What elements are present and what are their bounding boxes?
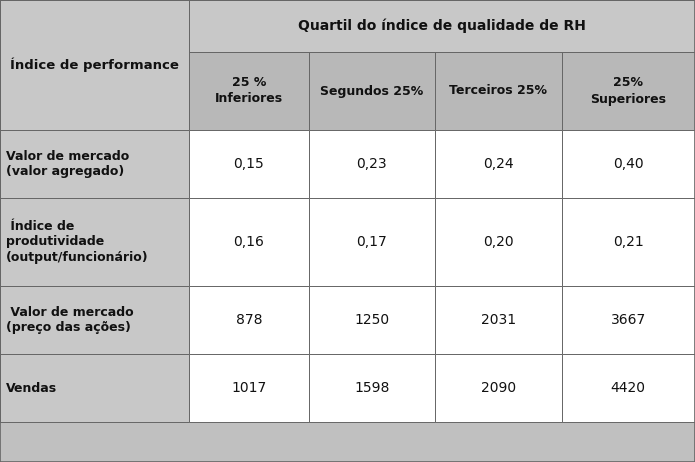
Bar [189, 0, 695, 52]
Bar [0, 130, 189, 198]
Text: 2090: 2090 [481, 381, 516, 395]
Text: 0,24: 0,24 [483, 157, 514, 171]
Bar [435, 52, 562, 130]
Text: 25%
Superiores: 25% Superiores [590, 77, 667, 105]
Bar [0, 0, 189, 130]
Bar [435, 130, 562, 198]
Bar [562, 52, 695, 130]
Bar [562, 198, 695, 286]
Bar [309, 130, 435, 198]
Bar [189, 52, 309, 130]
Text: 0,16: 0,16 [234, 235, 264, 249]
Bar [309, 198, 435, 286]
Text: 0,21: 0,21 [613, 235, 644, 249]
Text: 1250: 1250 [354, 313, 389, 327]
Text: 0,20: 0,20 [483, 235, 514, 249]
Text: 4420: 4420 [611, 381, 646, 395]
Bar [562, 354, 695, 422]
Bar [309, 286, 435, 354]
Text: 0,40: 0,40 [613, 157, 644, 171]
Text: 878: 878 [236, 313, 262, 327]
Text: 1598: 1598 [354, 381, 389, 395]
Text: Índice de
produtividade
(output/funcionário): Índice de produtividade (output/funcioná… [6, 219, 149, 265]
Text: Valor de mercado
(preço das ações): Valor de mercado (preço das ações) [6, 305, 133, 334]
Bar [435, 198, 562, 286]
Bar [0, 354, 189, 422]
Text: Quartil do índice de qualidade de RH: Quartil do índice de qualidade de RH [298, 19, 586, 33]
Bar [189, 130, 309, 198]
Bar [189, 198, 309, 286]
Bar [435, 286, 562, 354]
Bar [0, 286, 189, 354]
Bar [309, 52, 435, 130]
Bar [189, 354, 309, 422]
Text: Vendas: Vendas [6, 382, 57, 395]
Bar [309, 354, 435, 422]
Text: Índice de performance: Índice de performance [10, 58, 179, 72]
Text: 1017: 1017 [231, 381, 266, 395]
Text: Segundos 25%: Segundos 25% [320, 85, 423, 97]
Text: Valor de mercado
(valor agregado): Valor de mercado (valor agregado) [6, 150, 129, 178]
Bar [562, 286, 695, 354]
Bar [0, 198, 189, 286]
Text: 2031: 2031 [481, 313, 516, 327]
Text: 0,23: 0,23 [357, 157, 387, 171]
Text: Terceiros 25%: Terceiros 25% [449, 85, 548, 97]
Bar [435, 354, 562, 422]
Text: 0,17: 0,17 [357, 235, 387, 249]
Text: 25 %
Inferiores: 25 % Inferiores [215, 77, 283, 105]
Text: 3667: 3667 [611, 313, 646, 327]
Bar [189, 286, 309, 354]
Text: 0,15: 0,15 [234, 157, 264, 171]
Bar [562, 130, 695, 198]
